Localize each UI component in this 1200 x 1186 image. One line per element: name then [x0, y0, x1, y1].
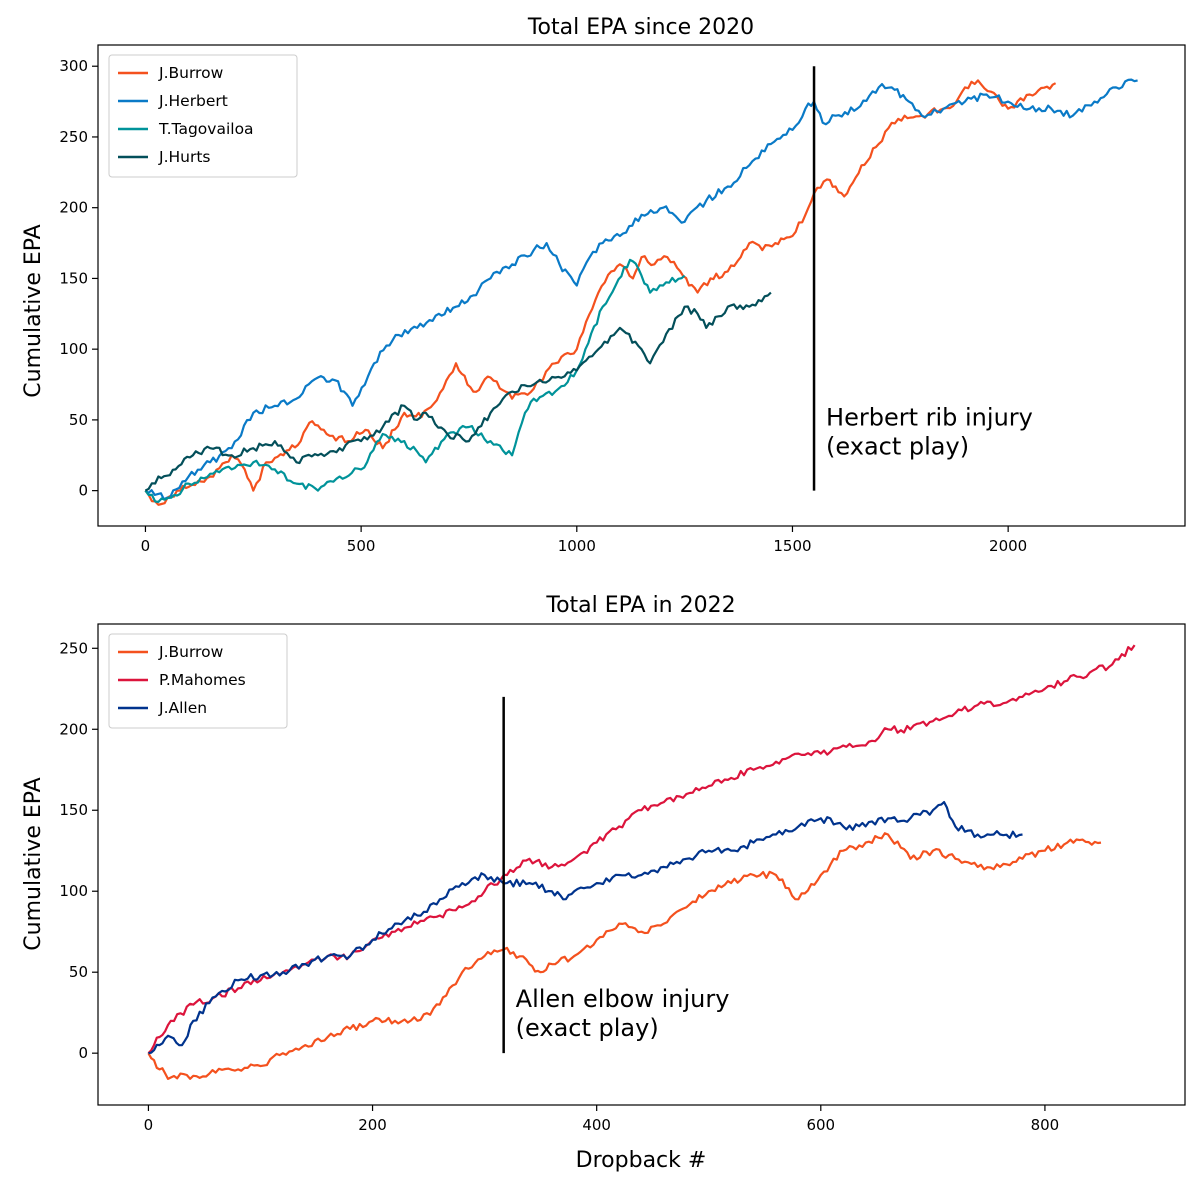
x-tick-label: 2000	[989, 537, 1027, 555]
annotation: Herbert rib injury (exact play)	[812, 66, 1033, 491]
y-tick-label: 50	[69, 411, 88, 429]
y-tick-label: 150	[59, 801, 88, 819]
series-layer	[147, 644, 1136, 1080]
legend-box	[108, 54, 298, 178]
chart-title: Total EPA in 2022	[545, 593, 735, 618]
y-tick-label: 200	[59, 720, 88, 738]
chart-title: Total EPA since 2020	[527, 15, 754, 40]
series-line-j-burrow	[147, 832, 1102, 1080]
series-line-j-hurts	[144, 291, 772, 492]
y-axis-label: Cumulative EPA	[21, 777, 46, 950]
series-line-t-tagovailoa	[144, 258, 686, 503]
axes-frame	[97, 623, 1186, 1106]
x-axis-label: Dropback #	[576, 1148, 707, 1173]
chart-panel-total-2022: Total EPA in 2022 Cumulative EPA Dropbac…	[21, 593, 1186, 1173]
legend-entry: P.Mahomes	[159, 671, 246, 689]
x-tick-label: 1000	[558, 537, 596, 555]
legend: J.Burrow J.Herbert T.Tagovailoa J.Hurts	[108, 54, 298, 178]
legend-entry: J.Herbert	[158, 92, 228, 110]
annotation-text-line1: Herbert rib injury	[826, 404, 1033, 432]
x-tick-label: 1500	[773, 537, 811, 555]
series-layer	[144, 78, 1138, 506]
x-tick-label: 500	[347, 537, 376, 555]
chart-panel-total-since-2020: Total EPA since 2020 Cumulative EPA Herb…	[21, 15, 1186, 555]
series-line-j-herbert	[144, 78, 1138, 501]
annotation-text-line2: (exact play)	[516, 1014, 659, 1042]
series-line-j-burrow	[144, 79, 1057, 506]
y-tick-label: 0	[78, 1044, 88, 1062]
y-tick-label: 100	[59, 340, 88, 358]
x-tick-label: 400	[582, 1116, 611, 1134]
legend-entry: J.Allen	[158, 699, 207, 717]
legend-entry: T.Tagovailoa	[158, 120, 254, 138]
y-tick-label: 100	[59, 882, 88, 900]
axes: 0 500 1000 1500 2000 0 50 100 150 200 250 300	[59, 44, 1186, 555]
annotation-text-line2: (exact play)	[826, 433, 969, 461]
y-tick-label: 300	[59, 57, 88, 75]
legend-entry: J.Burrow	[158, 64, 224, 82]
y-tick-label: 250	[59, 128, 88, 146]
series-line-p-mahomes	[147, 644, 1136, 1054]
annotation-text-line1: Allen elbow injury	[516, 985, 730, 1013]
x-tick-label: 800	[1031, 1116, 1060, 1134]
y-tick-label: 0	[78, 482, 88, 500]
x-tick-label: 200	[358, 1116, 387, 1134]
y-tick-label: 250	[59, 639, 88, 657]
y-tick-label: 150	[59, 269, 88, 287]
series-line-j-allen	[148, 801, 1023, 1055]
legend-box	[108, 633, 288, 729]
y-tick-label: 200	[59, 199, 88, 217]
x-tick-label: 0	[144, 1116, 154, 1134]
y-tick-label: 50	[69, 963, 88, 981]
axes-frame	[97, 44, 1186, 527]
legend-entry: J.Hurts	[158, 148, 211, 166]
x-tick-label: 0	[141, 537, 151, 555]
y-axis-label: Cumulative EPA	[21, 224, 46, 397]
x-tick-label: 600	[806, 1116, 835, 1134]
axes: 0 200 400 600 800 0 50 100 150 200 250	[59, 623, 1186, 1134]
annotation: Allen elbow injury (exact play)	[502, 696, 730, 1054]
legend: J.Burrow P.Mahomes J.Allen	[108, 633, 288, 729]
legend-entry: J.Burrow	[158, 643, 224, 661]
